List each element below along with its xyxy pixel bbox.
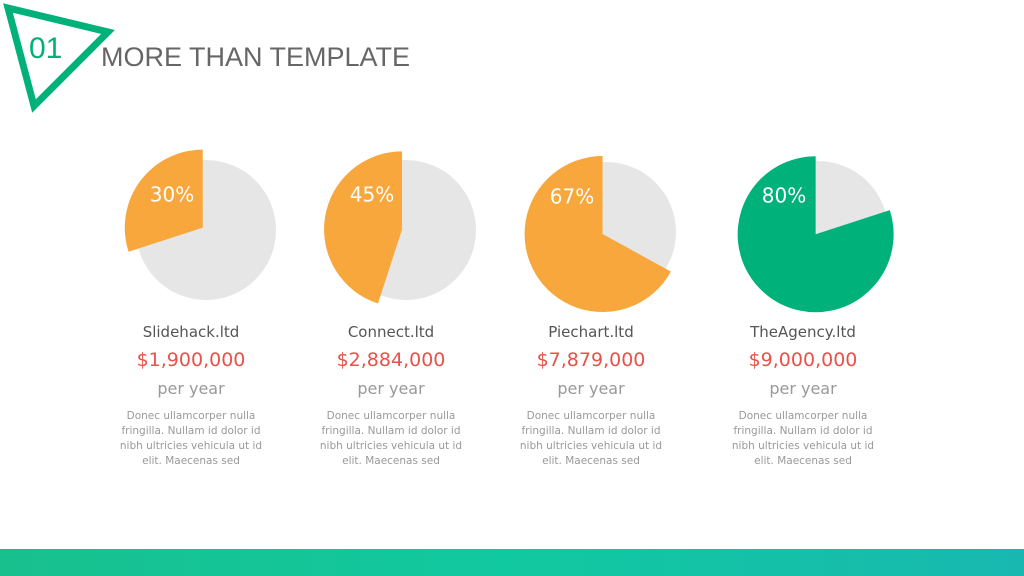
pie-slice	[524, 156, 671, 313]
company-name: TheAgency.ltd	[750, 323, 856, 341]
company-description: Donec ullamcorper nulla fringilla. Nulla…	[119, 410, 263, 467]
revenue-amount: $9,000,000	[748, 349, 858, 371]
pie-label: 45%	[350, 183, 394, 207]
revenue-amount: $1,900,000	[136, 349, 246, 371]
pie-label: 80%	[762, 184, 806, 208]
revenue-amount: $2,884,000	[336, 349, 446, 371]
section-number: 01	[29, 32, 63, 65]
footer-band	[0, 549, 1024, 576]
revenue-period: per year	[157, 379, 225, 398]
pie-label: 67%	[550, 185, 594, 209]
pie-slice	[124, 149, 203, 252]
revenue-period: per year	[769, 379, 837, 398]
company-description: Donec ullamcorper nulla fringilla. Nulla…	[519, 410, 663, 467]
pie-label: 30%	[150, 183, 194, 207]
revenue-period: per year	[557, 379, 625, 398]
company-name: Connect.ltd	[347, 323, 435, 341]
company-name: Piechart.ltd	[548, 323, 634, 341]
revenue-amount: $7,879,000	[536, 349, 646, 371]
company-description: Donec ullamcorper nulla fringilla. Nulla…	[731, 410, 875, 467]
header-triangle	[3, 3, 115, 113]
revenue-period: per year	[357, 379, 425, 398]
company-name: Slidehack.ltd	[142, 323, 240, 341]
pie-slice	[737, 156, 894, 313]
slide-title: MORE THAN TEMPLATE	[101, 42, 411, 72]
company-description: Donec ullamcorper nulla fringilla. Nulla…	[319, 410, 463, 467]
pie-slice	[324, 151, 403, 304]
